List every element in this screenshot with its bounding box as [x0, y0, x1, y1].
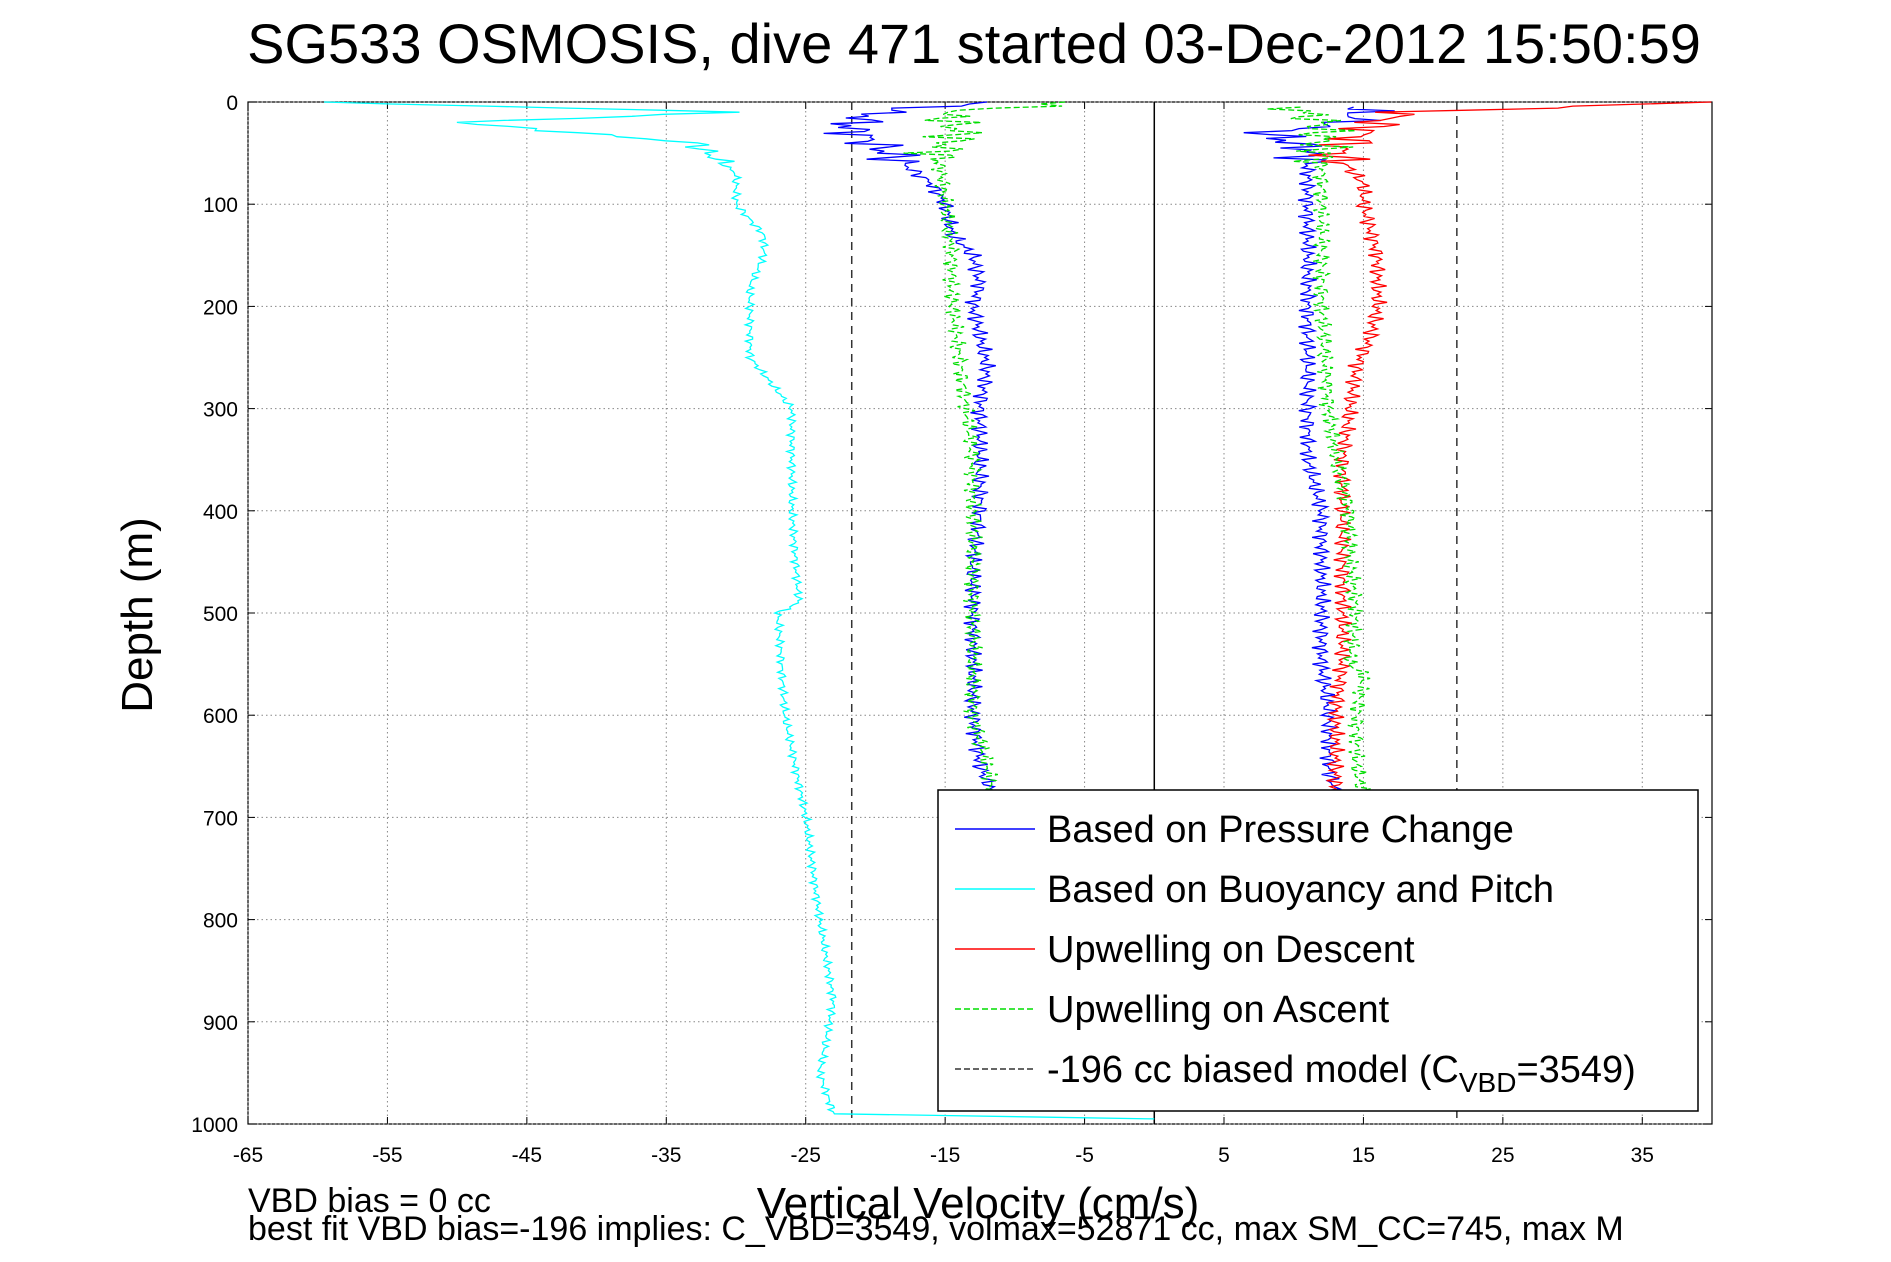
x-tick-label: 35 [1631, 1144, 1654, 1167]
y-tick-label: 0 [226, 92, 238, 115]
y-tick-label: 700 [203, 807, 238, 830]
y-tick-labels: 0 100 200 300 400 500 600 700 800 900 1000 [191, 92, 238, 1137]
legend-box [937, 789, 1699, 1112]
legend: Based on Pressure Change Based on Buoyanc… [937, 789, 1699, 1112]
legend-label: Based on Pressure Change [1047, 809, 1514, 851]
x-tick-label: 25 [1491, 1144, 1514, 1167]
series-based-on-buoyancy-and-pitch [323, 101, 1155, 1120]
y-tick-label: 1000 [191, 1114, 238, 1137]
series-upwelling-on-ascent [1267, 106, 1371, 798]
y-tick-label: 800 [203, 910, 238, 933]
legend-label: Upwelling on Ascent [1047, 989, 1390, 1031]
y-axis-label: Depth (m) [113, 517, 162, 713]
x-tick-label: -45 [512, 1144, 542, 1167]
legend-label-tail: =3549) [1516, 1049, 1635, 1091]
legend-label: Based on Buoyancy and Pitch [1047, 869, 1554, 911]
y-tick-label: 500 [203, 603, 238, 626]
y-tick-label: 400 [203, 501, 238, 524]
x-tick-label: -5 [1075, 1144, 1094, 1167]
x-tick-label: -15 [930, 1144, 960, 1167]
x-tick-label: -35 [651, 1144, 681, 1167]
x-tick-label: 15 [1352, 1144, 1375, 1167]
legend-label-subscript: VBD [1459, 1067, 1517, 1098]
x-tick-label: -55 [372, 1144, 402, 1167]
series-based-on-pressure-change [1243, 106, 1395, 798]
legend-label: Upwelling on Descent [1047, 929, 1415, 971]
y-tick-label: 100 [203, 194, 238, 217]
y-tick-label: 900 [203, 1012, 238, 1035]
series-upwelling-on-ascent [903, 101, 1066, 798]
annotation-vbd-bias: VBD bias = 0 cc [248, 1182, 491, 1220]
y-tick-label: 600 [203, 705, 238, 728]
series-upwelling-on-descent [1308, 101, 1712, 798]
x-tick-label: -25 [791, 1144, 821, 1167]
x-axis-label: Vertical Velocity (cm/s) [757, 1179, 1200, 1228]
x-tick-label: 5 [1218, 1144, 1230, 1167]
annotation-best-fit: best fit VBD bias=-196 implies: C_VBD=35… [248, 1210, 1624, 1248]
series-group [323, 101, 1712, 1120]
y-tick-label: 200 [203, 296, 238, 319]
x-tick-labels: -65 -55 -45 -35 -25 -15 -5 5 15 25 35 [233, 1144, 1654, 1167]
chart-title: SG533 OSMOSIS, dive 471 started 03-Dec-2… [247, 12, 1701, 75]
y-tick-label: 300 [203, 399, 238, 422]
legend-label: -196 cc biased model (CVBD=3549) [1047, 1049, 1636, 1098]
x-tick-label: -65 [233, 1144, 263, 1167]
